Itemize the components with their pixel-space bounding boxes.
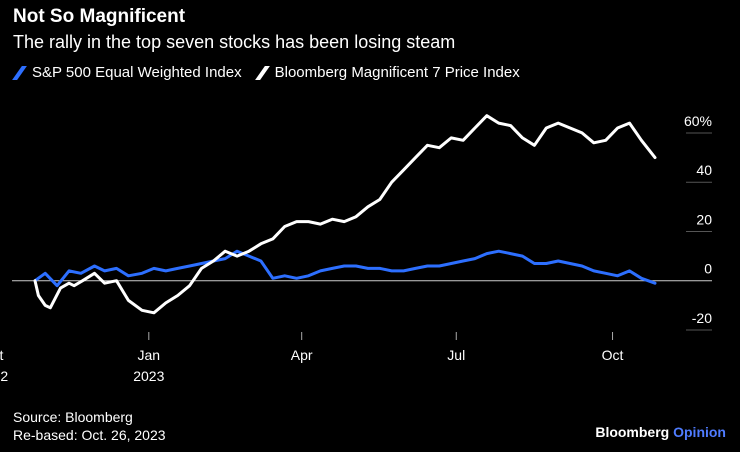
logo-product: Opinion	[673, 424, 726, 440]
logo-brand: Bloomberg	[595, 424, 670, 440]
x-tick-label: Jan	[138, 347, 161, 363]
x-tick-label: Oct	[602, 347, 624, 363]
legend-item-magnificent-7: Bloomberg Magnificent 7 Price Index	[254, 64, 520, 81]
bloomberg-opinion-logo: Bloomberg Opinion	[595, 424, 726, 440]
x-tick-label: Oct	[0, 347, 4, 363]
legend-label-magnificent-7: Bloomberg Magnificent 7 Price Index	[274, 64, 520, 81]
legend-label-equal-weighted: S&P 500 Equal Weighted Index	[32, 64, 242, 81]
legend-item-equal-weighted: S&P 500 Equal Weighted Index	[12, 64, 242, 81]
legend: S&P 500 Equal Weighted Index Bloomberg M…	[12, 64, 534, 81]
series-line-magnificent-7	[33, 114, 657, 315]
x-tick-year-label: 2022	[0, 368, 8, 384]
x-tick-label: Apr	[291, 347, 313, 363]
y-tick-label: 60%	[684, 113, 712, 129]
series-line-equal-weighted	[33, 249, 657, 288]
y-tick-label: 40	[696, 162, 712, 178]
y-tick-label: -20	[692, 310, 712, 326]
rebased-text: Re-based: Oct. 26, 2023	[13, 427, 166, 443]
chart-subtitle: The rally in the top seven stocks has be…	[13, 32, 456, 52]
source-text: Source: Bloomberg	[13, 409, 133, 425]
y-tick-label: 20	[696, 211, 712, 227]
chart-title: Not So Magnificent	[13, 6, 186, 27]
chart-source: Source: Bloomberg Re-based: Oct. 26, 202…	[13, 408, 166, 444]
x-tick-label: Jul	[447, 347, 465, 363]
y-tick-label: 0	[704, 261, 712, 277]
x-tick-year-label: 2023	[133, 368, 164, 384]
